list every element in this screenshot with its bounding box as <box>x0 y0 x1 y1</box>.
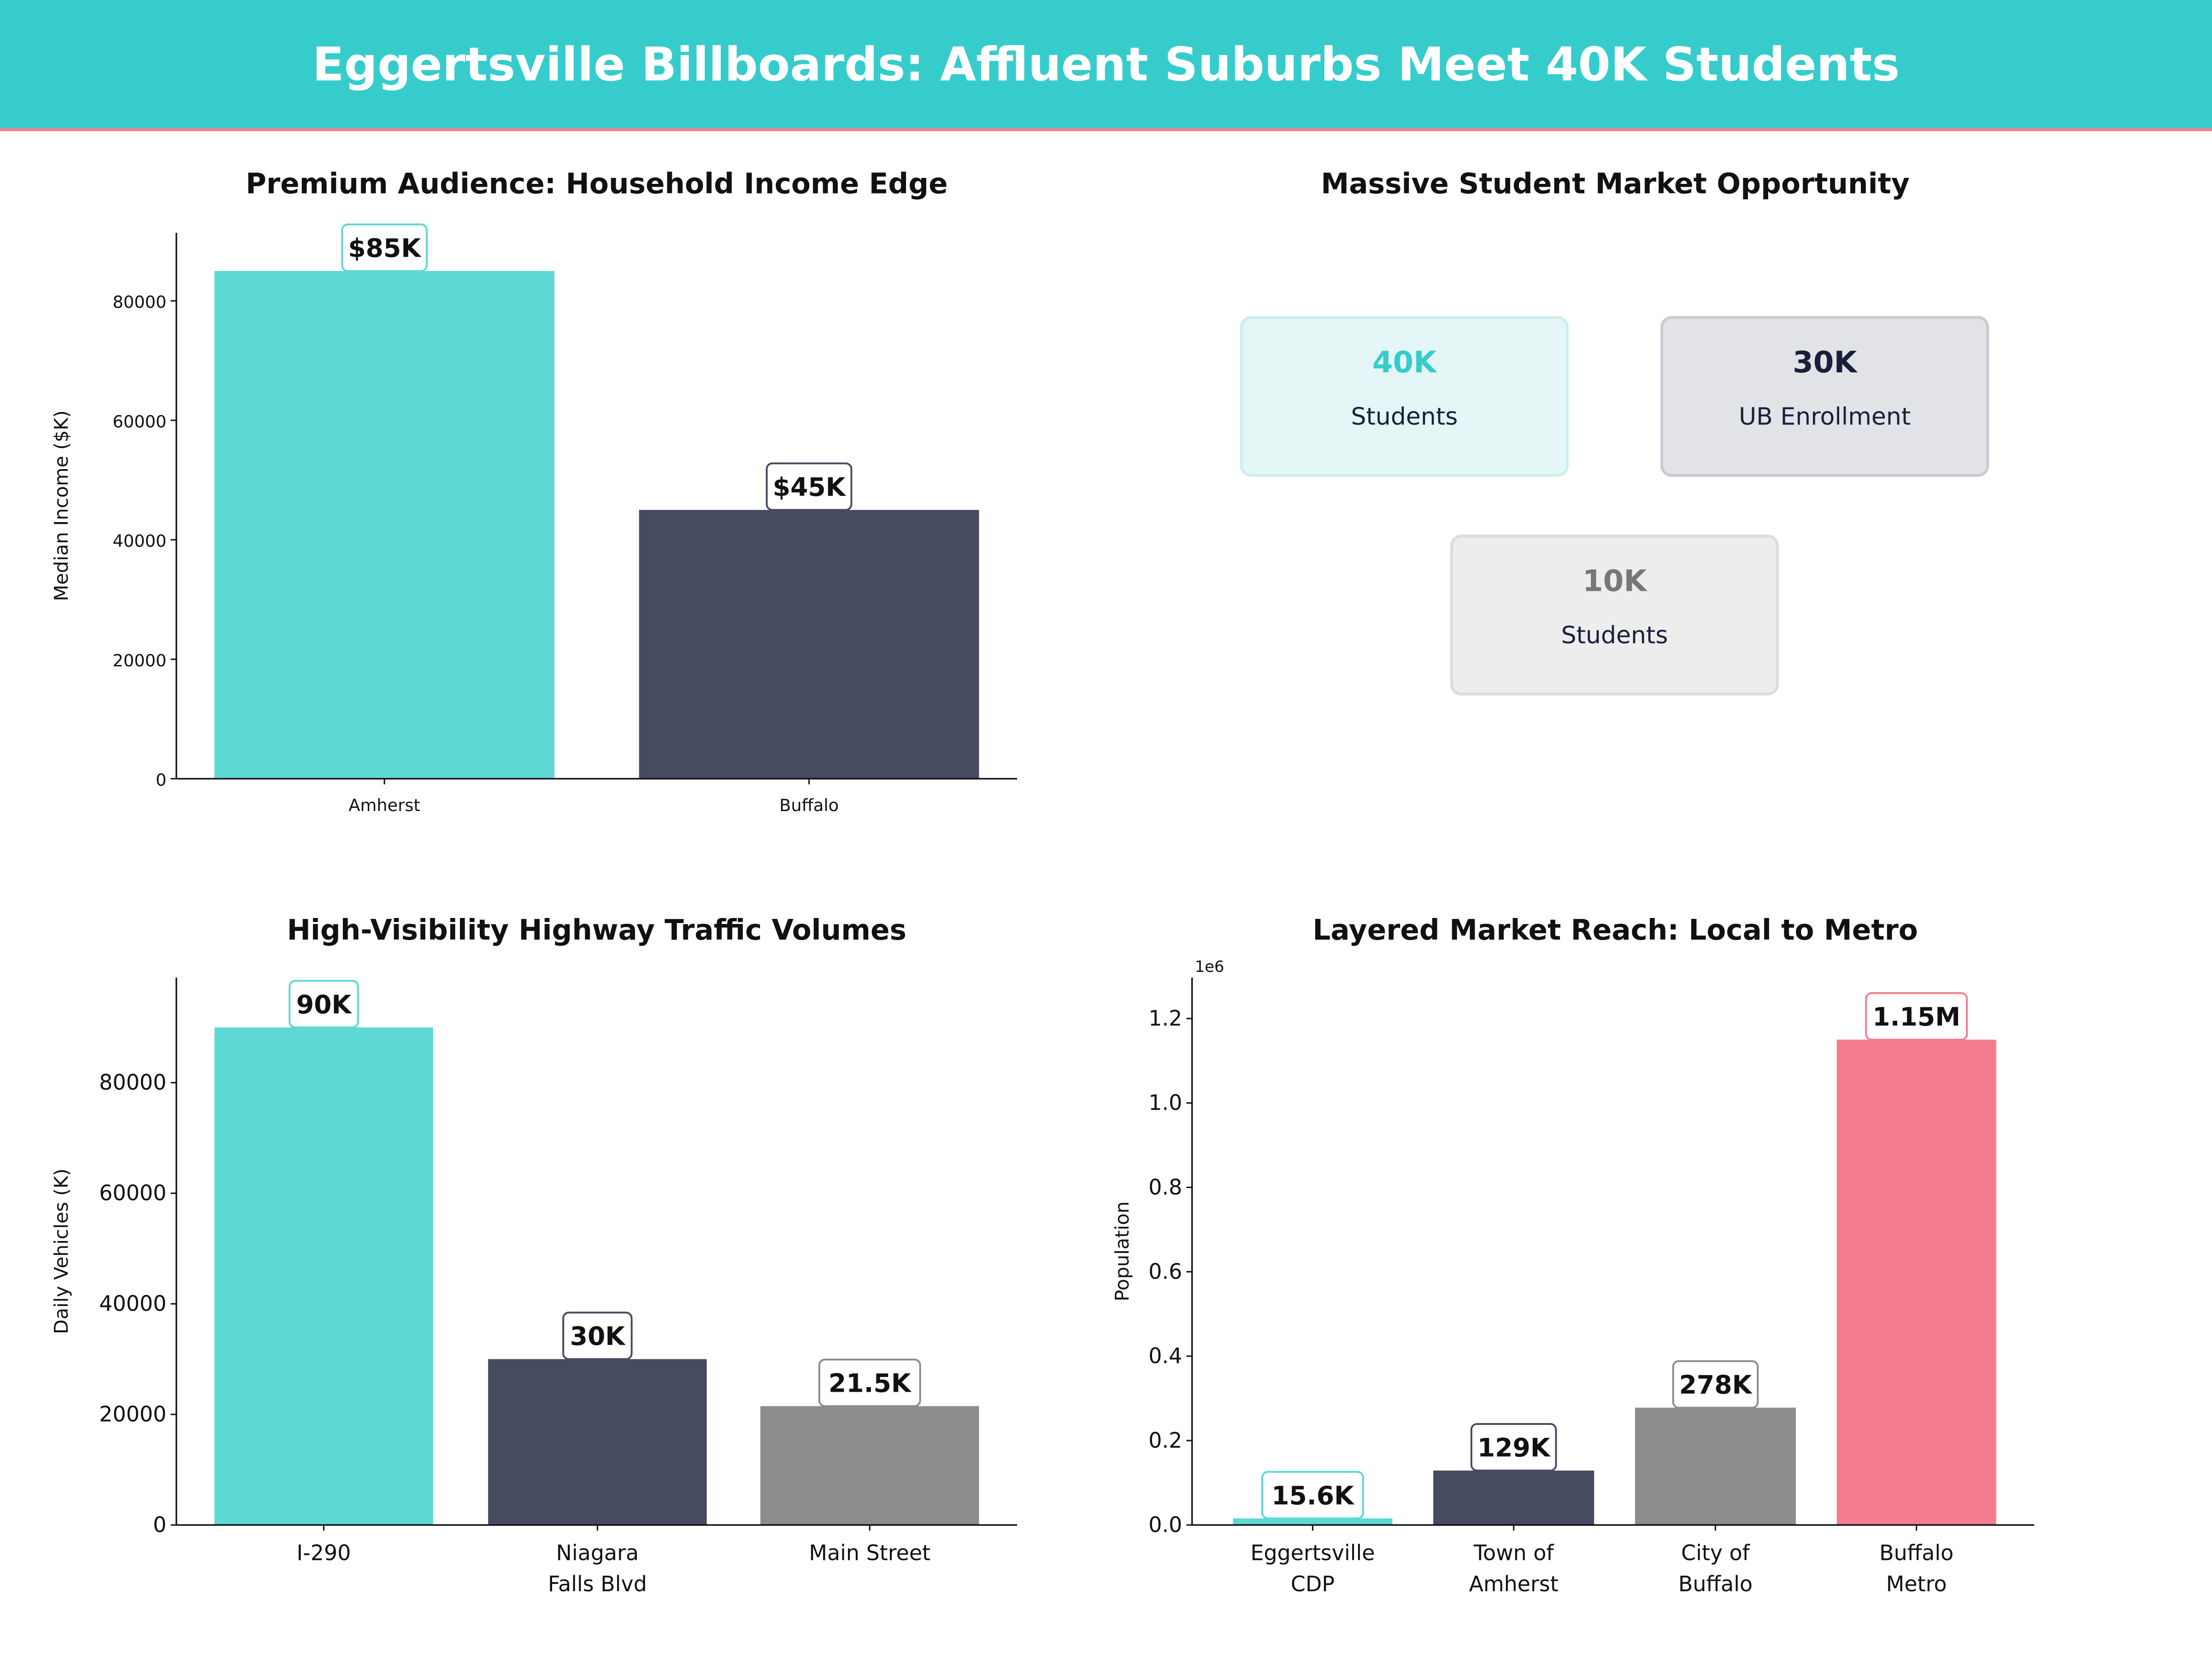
stat-card-value: 40K <box>1372 345 1437 380</box>
chart-title-traffic: High-Visibility Highway Traffic Volumes <box>287 914 906 947</box>
data-label: 278K <box>1679 1370 1753 1400</box>
data-label: 30K <box>570 1322 626 1351</box>
y-tick-label: 0.4 <box>1148 1343 1182 1368</box>
x-tick-label: Buffalo <box>779 795 839 815</box>
y-tick-label: 0.2 <box>1148 1428 1182 1453</box>
x-tick-label: Town of <box>1473 1541 1555 1565</box>
stat-card: 10K Students <box>1450 535 1779 696</box>
x-tick-label: Metro <box>1886 1571 1947 1596</box>
stat-card-value: 10K <box>1583 564 1647 599</box>
stat-card-label: Students <box>1351 403 1458 430</box>
data-label-box <box>1865 992 1968 1041</box>
traffic-chart: 90K I-290 30K Niagara Falls Blvd 21.5K Main St… <box>50 977 1018 1596</box>
x-tick-label: Buffalo <box>1678 1571 1753 1596</box>
x-tick-label: CDP <box>1291 1571 1335 1596</box>
data-label-box <box>1470 1423 1557 1472</box>
data-label: 21.5K <box>829 1369 912 1398</box>
data-label-box <box>1672 1360 1759 1409</box>
y-tick-label: 20000 <box>112 651 166 671</box>
y-tick-label: 60000 <box>99 1181 166 1206</box>
y-tick-label: 0.0 <box>1148 1512 1182 1537</box>
income-chart: $85K Amherst $45K Buffalo 0 20000 40000 60000 80… <box>50 224 1018 815</box>
data-label-box <box>818 1359 921 1407</box>
x-tick-label: Niagara <box>556 1541 639 1565</box>
page-title: Eggertsville Billboards: Affluent Suburb… <box>312 37 1900 91</box>
y-tick-label: 0.6 <box>1148 1259 1182 1284</box>
y-tick-label: 0.8 <box>1148 1175 1182 1200</box>
data-label-box <box>341 224 428 272</box>
y-tick-label: 40000 <box>99 1291 166 1316</box>
header-rule <box>0 128 2212 131</box>
y-tick-label: 80000 <box>99 1070 166 1095</box>
x-tick-label: City of <box>1681 1541 1751 1565</box>
bar <box>1635 1407 1796 1525</box>
y-tick-label: 0 <box>153 1512 166 1537</box>
header-bar <box>0 0 2212 130</box>
stat-card-label: Students <box>1561 622 1668 649</box>
bar <box>1433 1471 1594 1525</box>
chart-title-reach: Layered Market Reach: Local to Metro <box>1312 914 1918 947</box>
x-tick-label: I-290 <box>297 1541 351 1565</box>
student-cards: 40K Students 30K UB Enrollment 10K Students <box>1240 316 1989 696</box>
y-tick-label: 1.0 <box>1148 1090 1182 1115</box>
stat-card-bg <box>1450 535 1779 696</box>
y-axis-label: Daily Vehicles (K) <box>50 1169 72 1334</box>
data-label-box <box>765 462 853 511</box>
data-label: 90K <box>296 990 353 1019</box>
bar <box>1233 1518 1393 1525</box>
bar <box>639 510 979 779</box>
chart-title-income: Premium Audience: Household Income Edge <box>246 167 947 200</box>
y-axis-label: Median Income ($K) <box>50 410 72 601</box>
data-label-box <box>288 980 359 1029</box>
y-tick-label: 60000 <box>112 412 166 431</box>
y-axis-label: Population <box>1111 1201 1133 1301</box>
x-tick-label: Amherst <box>1469 1571 1559 1596</box>
data-label-box <box>562 1312 633 1360</box>
data-label: 15.6K <box>1271 1481 1355 1510</box>
x-tick-label: Main Street <box>809 1541 930 1565</box>
y-tick-label: 0 <box>156 770 166 790</box>
stat-card-bg <box>1660 316 1989 477</box>
stat-card: 30K UB Enrollment <box>1660 316 1989 477</box>
stat-card-bg <box>1240 316 1569 477</box>
y-offset-label: 1e6 <box>1195 958 1224 976</box>
stat-card: 40K Students <box>1240 316 1569 477</box>
data-label: 1.15M <box>1872 1002 1960 1031</box>
bar <box>214 1027 433 1525</box>
stat-card-value: 30K <box>1793 345 1858 380</box>
y-tick-label: 40000 <box>112 531 166 551</box>
y-tick-label: 80000 <box>112 292 166 312</box>
bar <box>214 271 555 779</box>
data-label: $85K <box>348 233 422 263</box>
bar <box>488 1359 707 1525</box>
bar <box>760 1406 979 1525</box>
x-tick-label: Amherst <box>348 795 420 815</box>
y-tick-label: 1.2 <box>1148 1006 1182 1031</box>
reach-chart: 15.6K Eggertsville CDP 129K Town of Amherst 27… <box>1111 958 2035 1596</box>
data-label: $45K <box>773 472 847 502</box>
y-tick-label: 20000 <box>99 1402 166 1427</box>
x-tick-label: Buffalo <box>1879 1541 1953 1565</box>
x-tick-label: Eggertsville <box>1250 1541 1375 1565</box>
data-label-box <box>1261 1471 1364 1519</box>
stat-card-label: UB Enrollment <box>1739 403 1911 430</box>
x-tick-label: Falls Blvd <box>548 1571 647 1596</box>
student-panel-title: Massive Student Market Opportunity <box>1321 167 1909 200</box>
data-label: 129K <box>1477 1433 1551 1462</box>
bar <box>1836 1040 1996 1525</box>
